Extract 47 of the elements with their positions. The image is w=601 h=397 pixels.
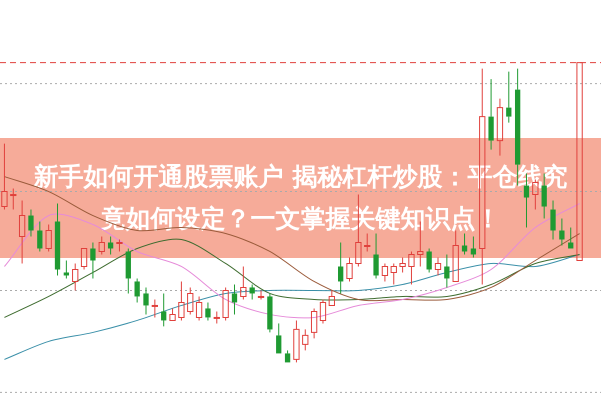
candlestick [18, 200, 26, 264]
candlestick [293, 320, 300, 363]
candlestick [1, 143, 8, 210]
candlestick [488, 78, 494, 150]
candlestick [462, 233, 468, 255]
candlestick [90, 242, 96, 279]
candlestick [328, 290, 335, 306]
candlestick [143, 286, 149, 315]
candlestick [452, 230, 459, 282]
candlestick [444, 254, 450, 288]
candlestick [284, 350, 290, 362]
candlestick [28, 209, 34, 238]
candlestick [64, 260, 70, 279]
candlestick [550, 200, 556, 240]
candlestick [364, 233, 370, 252]
candlestick [434, 256, 442, 276]
candlestick [10, 188, 16, 210]
candlestick [390, 262, 397, 285]
candlestick [399, 256, 406, 273]
candlestick [338, 242, 344, 294]
candlestick [232, 284, 238, 315]
candlestick [568, 227, 574, 248]
candlestick [72, 262, 78, 291]
candlestick [496, 98, 504, 156]
candlestick [178, 280, 185, 321]
candlestick [408, 251, 415, 285]
candlestick [267, 292, 273, 333]
candlestick [373, 233, 379, 279]
candlestick [169, 308, 176, 321]
candlestick [161, 292, 166, 327]
candlestick [152, 298, 158, 318]
candlestick [116, 239, 123, 252]
candlestick [37, 221, 42, 252]
candlestick [506, 71, 512, 124]
candlestick [470, 236, 476, 258]
candlestick [214, 310, 220, 324]
candlestick [126, 248, 131, 294]
candlestick [276, 322, 282, 354]
candlestick [426, 248, 432, 273]
candlestick [205, 302, 211, 321]
candlestick [559, 218, 565, 246]
candlestick [134, 278, 140, 303]
candlestick [240, 266, 246, 300]
candlestick [250, 284, 255, 300]
candlestick [302, 328, 308, 351]
candlestick [108, 236, 114, 255]
candlestick [54, 203, 60, 276]
